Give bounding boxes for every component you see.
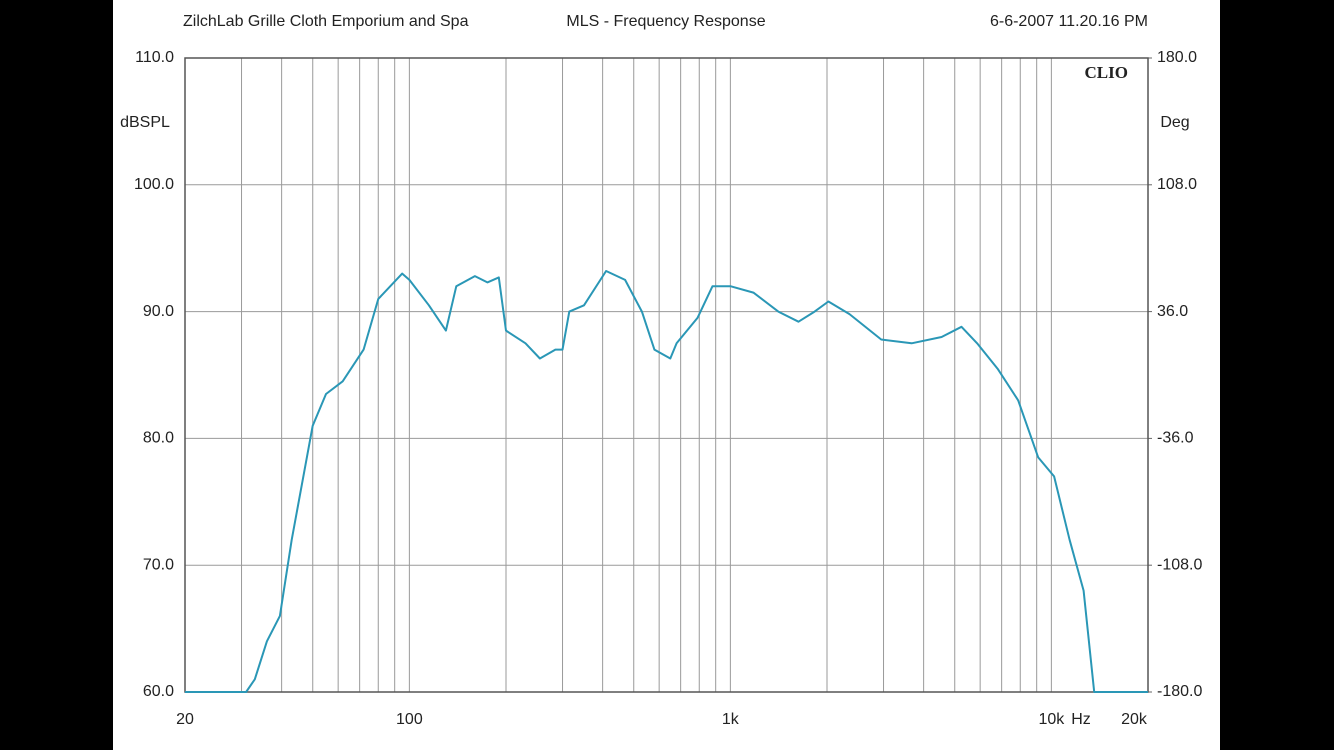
x-tick-label: 10k (1038, 711, 1065, 728)
x-tick-label: 100 (396, 711, 423, 728)
x-tick-label: 1k (722, 711, 740, 728)
y2-tick-label: -108.0 (1157, 556, 1202, 573)
y-tick-label: 110.0 (135, 49, 174, 66)
y-tick-label: 80.0 (143, 430, 174, 447)
x-tick-label: 20 (176, 711, 194, 728)
header-left: ZilchLab Grille Cloth Emporium and Spa (183, 13, 469, 30)
y2-axis-label: Deg (1160, 114, 1189, 131)
plot-area (184, 57, 1152, 693)
x-unit-label: Hz (1071, 711, 1091, 728)
y-axis-label: dBSPL (120, 114, 170, 131)
response-line (185, 270, 1148, 693)
background (113, 0, 1220, 750)
brand-label: CLIO (1085, 63, 1128, 82)
y2-tick-label: 36.0 (1157, 303, 1188, 320)
y-tick-label: 60.0 (143, 683, 174, 700)
y-tick-label: 70.0 (143, 556, 174, 573)
y-tick-label: 90.0 (143, 303, 174, 320)
chart-title: MLS - Frequency Response (566, 13, 765, 30)
y2-tick-label: 108.0 (1157, 176, 1197, 193)
x-tick-label: 20k (1121, 711, 1148, 728)
y2-tick-label: 180.0 (1157, 49, 1197, 66)
header-right: 6-6-2007 11.20.16 PM (990, 13, 1148, 30)
y2-tick-label: -180.0 (1157, 683, 1202, 700)
plot-border (184, 57, 1149, 693)
y2-tick-label: -36.0 (1157, 430, 1194, 447)
y-tick-label: 100.0 (134, 176, 174, 193)
